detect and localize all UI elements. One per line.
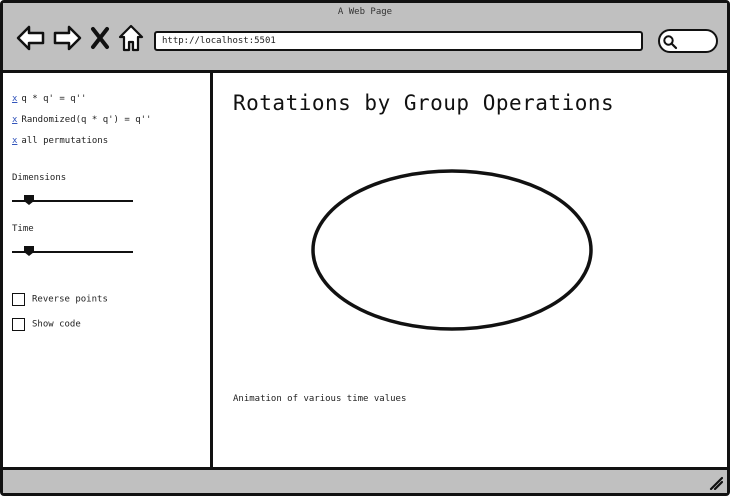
arrow-right-icon (53, 25, 82, 51)
browser-toolbar: A Web Page http://localhost:5501 (3, 3, 727, 73)
time-slider[interactable] (12, 245, 133, 259)
show-code-checkbox[interactable]: Show code (12, 318, 81, 331)
arrow-left-icon (16, 25, 45, 51)
status-bar (3, 467, 727, 493)
window-title: A Web Page (337, 7, 393, 17)
option-all-permutations[interactable]: x all permutations (12, 136, 108, 146)
checkbox-label: Reverse points (32, 294, 108, 305)
option-randomized[interactable]: x Randomized(q * q') = q'' (12, 115, 151, 125)
url-field[interactable]: http://localhost:5501 (154, 31, 643, 51)
reverse-points-checkbox[interactable]: Reverse points (12, 293, 108, 306)
animation-canvas (311, 169, 593, 331)
checkbox-label: Show code (32, 319, 81, 330)
close-icon (91, 27, 109, 49)
forward-button[interactable] (52, 23, 82, 53)
option-marker[interactable]: x (12, 136, 18, 146)
home-button[interactable] (118, 23, 144, 53)
time-label: Time (12, 224, 34, 234)
back-button[interactable] (16, 23, 46, 53)
stop-button[interactable] (89, 23, 111, 53)
search-field[interactable] (658, 29, 718, 53)
main-content: Rotations by Group Operations Animation … (216, 73, 727, 467)
slider-thumb[interactable] (23, 245, 35, 257)
home-icon (118, 24, 144, 52)
slider-thumb[interactable] (23, 194, 35, 206)
resize-grip-icon[interactable] (709, 476, 723, 490)
slider-track (12, 251, 133, 253)
checkbox-box[interactable] (12, 318, 25, 331)
option-label: all permutations (21, 136, 109, 146)
dimensions-label: Dimensions (12, 173, 67, 183)
option-label: Randomized(q * q') = q'' (21, 115, 152, 125)
slider-track (12, 200, 133, 202)
page-title: Rotations by Group Operations (233, 91, 615, 115)
dimensions-slider[interactable] (12, 194, 133, 208)
search-icon (663, 35, 678, 50)
option-marker[interactable]: x (12, 115, 18, 125)
animation-caption: Animation of various time values (233, 394, 407, 404)
animation-ellipse (311, 169, 593, 331)
option-label: q * q' = q'' (21, 94, 87, 104)
checkbox-box[interactable] (12, 293, 25, 306)
option-marker[interactable]: x (12, 94, 18, 104)
